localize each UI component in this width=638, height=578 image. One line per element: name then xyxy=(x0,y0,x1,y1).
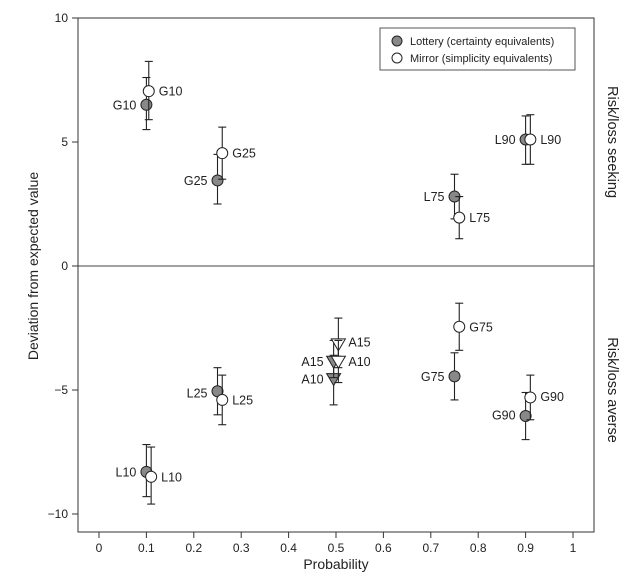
circle-marker xyxy=(519,410,532,423)
x-tick-label: 0.8 xyxy=(470,541,487,555)
circle-marker xyxy=(216,147,229,160)
data-point-g25: G25 xyxy=(184,153,224,205)
y-tick-label: −5 xyxy=(54,383,68,397)
data-point-a10: A10 xyxy=(330,339,371,384)
plot-frame xyxy=(77,17,595,533)
data-point-g75: G75 xyxy=(453,302,493,351)
data-point-l75: L75 xyxy=(453,196,490,240)
point-label: A15 xyxy=(301,355,323,369)
circle-marker xyxy=(140,98,153,111)
circle-marker xyxy=(216,393,229,406)
legend-entry-lottery: Lottery (certainty equivalents) xyxy=(410,36,554,48)
circle-marker xyxy=(142,85,155,98)
circle-marker xyxy=(211,174,224,187)
data-point-g10: G10 xyxy=(113,76,153,131)
axis-ticks: 0 0.1 0.2 0.3 0.4 0.5 0.6 0.7 0.8 0.9 1 10 5 0 −5 −10 xyxy=(48,11,577,555)
data-point-g25: G25 xyxy=(216,126,256,180)
x-axis-label: Probability xyxy=(303,556,368,572)
x-tick-label: 0.7 xyxy=(422,541,439,555)
point-label: L90 xyxy=(540,133,561,147)
point-label: L10 xyxy=(161,470,182,484)
y-tick-label: 5 xyxy=(61,135,68,149)
y-tick-label: 10 xyxy=(55,11,69,25)
data-point-g90: G90 xyxy=(492,391,532,441)
point-label: L10 xyxy=(116,465,137,479)
circle-marker xyxy=(524,391,537,404)
data-point-l75: L75 xyxy=(424,173,461,220)
point-label: L25 xyxy=(232,393,253,407)
data-point-g90: G90 xyxy=(524,374,564,421)
x-tick-label: 1 xyxy=(570,541,577,555)
point-label: A10 xyxy=(348,355,370,369)
point-label: G75 xyxy=(421,370,445,384)
point-label: G75 xyxy=(469,320,493,334)
legend-marker-mirror xyxy=(391,52,403,64)
x-tick-label: 0.6 xyxy=(375,541,392,555)
data-point-g75: G75 xyxy=(421,352,461,401)
point-label: G10 xyxy=(159,85,183,99)
y-tick-label: −10 xyxy=(48,507,69,521)
circle-marker xyxy=(524,133,537,146)
point-label: G90 xyxy=(540,390,564,404)
data-point-l25: L25 xyxy=(216,374,253,426)
data-point-l10: L10 xyxy=(116,444,153,498)
data-point-l90: L90 xyxy=(524,114,561,165)
region-label-upper: Risk/loss seeking xyxy=(604,86,620,198)
data-point-g10: G10 xyxy=(142,60,183,121)
x-tick-label: 0.4 xyxy=(280,541,297,555)
point-label: G25 xyxy=(184,174,208,188)
x-tick-label: 0.1 xyxy=(138,541,155,555)
point-label: L90 xyxy=(495,133,516,147)
circle-marker xyxy=(453,320,466,333)
region-label-lower: Risk/loss averse xyxy=(604,337,620,443)
x-tick-label: 0 xyxy=(96,541,103,555)
circle-marker xyxy=(453,211,466,224)
point-label: G90 xyxy=(492,409,516,423)
x-tick-label: 0.3 xyxy=(233,541,250,555)
x-tick-label: 0.2 xyxy=(185,541,202,555)
data-points: G10 G25 L75 L90 L25 G75 G90 L10 G10 G25 L75 L90 L25 G… xyxy=(113,60,564,505)
y-tick-label: 0 xyxy=(61,259,68,273)
triangle-marker xyxy=(330,355,347,370)
x-tick-label: 0.5 xyxy=(328,541,345,555)
y-axis-label: Deviation from expected value xyxy=(25,172,41,361)
legend: Lottery (certainty equivalents) Mirror (… xyxy=(379,27,576,71)
legend-marker-lottery xyxy=(391,35,403,47)
point-label: A15 xyxy=(348,336,370,350)
x-tick-label: 0.9 xyxy=(517,541,534,555)
point-label: L75 xyxy=(469,211,490,225)
point-label: G25 xyxy=(232,147,256,161)
data-point-l10: L10 xyxy=(145,446,182,505)
point-label: G10 xyxy=(113,98,137,112)
circle-marker xyxy=(448,370,461,383)
circle-marker xyxy=(145,470,158,483)
point-label: A10 xyxy=(301,372,323,386)
data-point-l25: L25 xyxy=(187,367,224,416)
point-label: L25 xyxy=(187,387,208,401)
legend-entry-mirror: Mirror (simplicity equivalents) xyxy=(410,53,552,65)
legend-box xyxy=(379,27,576,71)
point-label: L75 xyxy=(424,190,445,204)
